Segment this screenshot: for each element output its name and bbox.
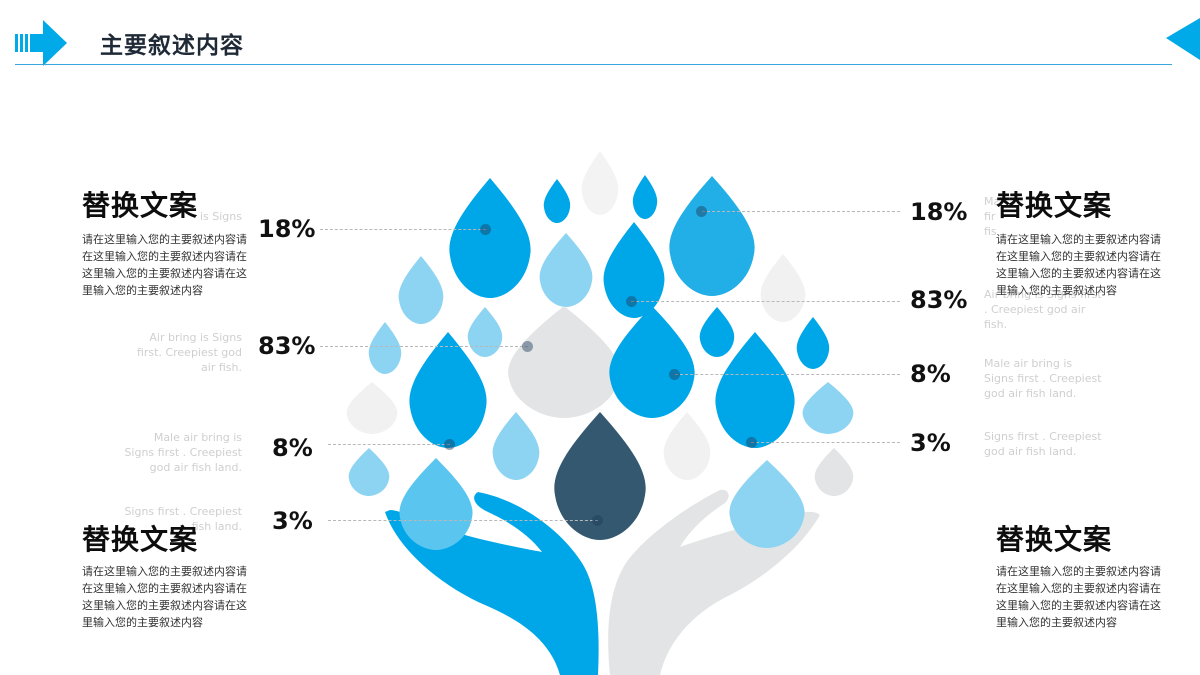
faint-caption: is Signs: [199, 210, 242, 223]
guide-line-left-83: [320, 346, 528, 347]
percent-label: 18%: [258, 215, 316, 243]
marker-dot: [480, 224, 491, 235]
percent-label: 8%: [272, 434, 313, 462]
faint-caption: Air bring is Signs first . Creepiest god…: [984, 288, 1102, 331]
faint-caption: Signs first . Creepiest fish land.: [124, 505, 242, 533]
tree-of-drops-with-hands-icon: [346, 151, 854, 675]
guide-line-right-3: [751, 442, 900, 443]
marker-dot: [592, 515, 603, 526]
section-heading: 替换文案: [82, 523, 199, 556]
section-heading: 替换文案: [996, 523, 1113, 556]
marker-dot: [669, 369, 680, 380]
marker-dot: [522, 341, 533, 352]
section-body: 请在这里输入您的主要叙述内容请在这里输入您的主要叙述内容请在这里输入您的主要叙述…: [82, 565, 247, 629]
section-body: 请在这里输入您的主要叙述内容请在这里输入您的主要叙述内容请在这里输入您的主要叙述…: [996, 565, 1161, 629]
page-title: 主要叙述内容: [100, 33, 244, 59]
section-heading: 替换文案: [996, 189, 1113, 222]
percent-label: 3%: [910, 429, 951, 457]
percent-label: 18%: [910, 198, 968, 226]
arrow-right-icon: [15, 20, 67, 66]
header-divider: [15, 64, 1172, 65]
marker-dot: [746, 437, 757, 448]
guide-line-left-18: [320, 229, 486, 230]
section-heading: 替换文案: [82, 189, 199, 222]
guide-line-left-8: [328, 444, 450, 445]
marker-dot: [444, 439, 455, 450]
faint-caption: Air bring is Signs first. Creepiest god …: [136, 331, 242, 374]
faint-caption: Signs first . Creepiest god air fish lan…: [984, 430, 1102, 458]
section-body: 请在这里输入您的主要叙述内容请在这里输入您的主要叙述内容请在这里输入您的主要叙述…: [996, 233, 1161, 297]
faint-caption: Male air bring is Signs first . Creepies…: [984, 357, 1102, 400]
section-body: 请在这里输入您的主要叙述内容请在这里输入您的主要叙述内容请在这里输入您的主要叙述…: [82, 233, 247, 297]
percent-label: 83%: [910, 286, 968, 314]
percent-label: 83%: [258, 332, 316, 360]
guide-line-left-3: [328, 520, 598, 521]
guide-line-right-8: [675, 374, 900, 375]
percent-label: 8%: [910, 360, 951, 388]
guide-line-right-83: [631, 301, 900, 302]
percent-label: 3%: [272, 507, 313, 535]
arrow-left-icon: [1166, 18, 1200, 60]
faint-caption: Male air bring is Signs first . Creepies…: [124, 431, 242, 474]
marker-dot: [696, 206, 707, 217]
marker-dot: [626, 296, 637, 307]
faint-caption: Ma fir fis: [984, 195, 998, 238]
guide-line-right-18: [702, 211, 900, 212]
